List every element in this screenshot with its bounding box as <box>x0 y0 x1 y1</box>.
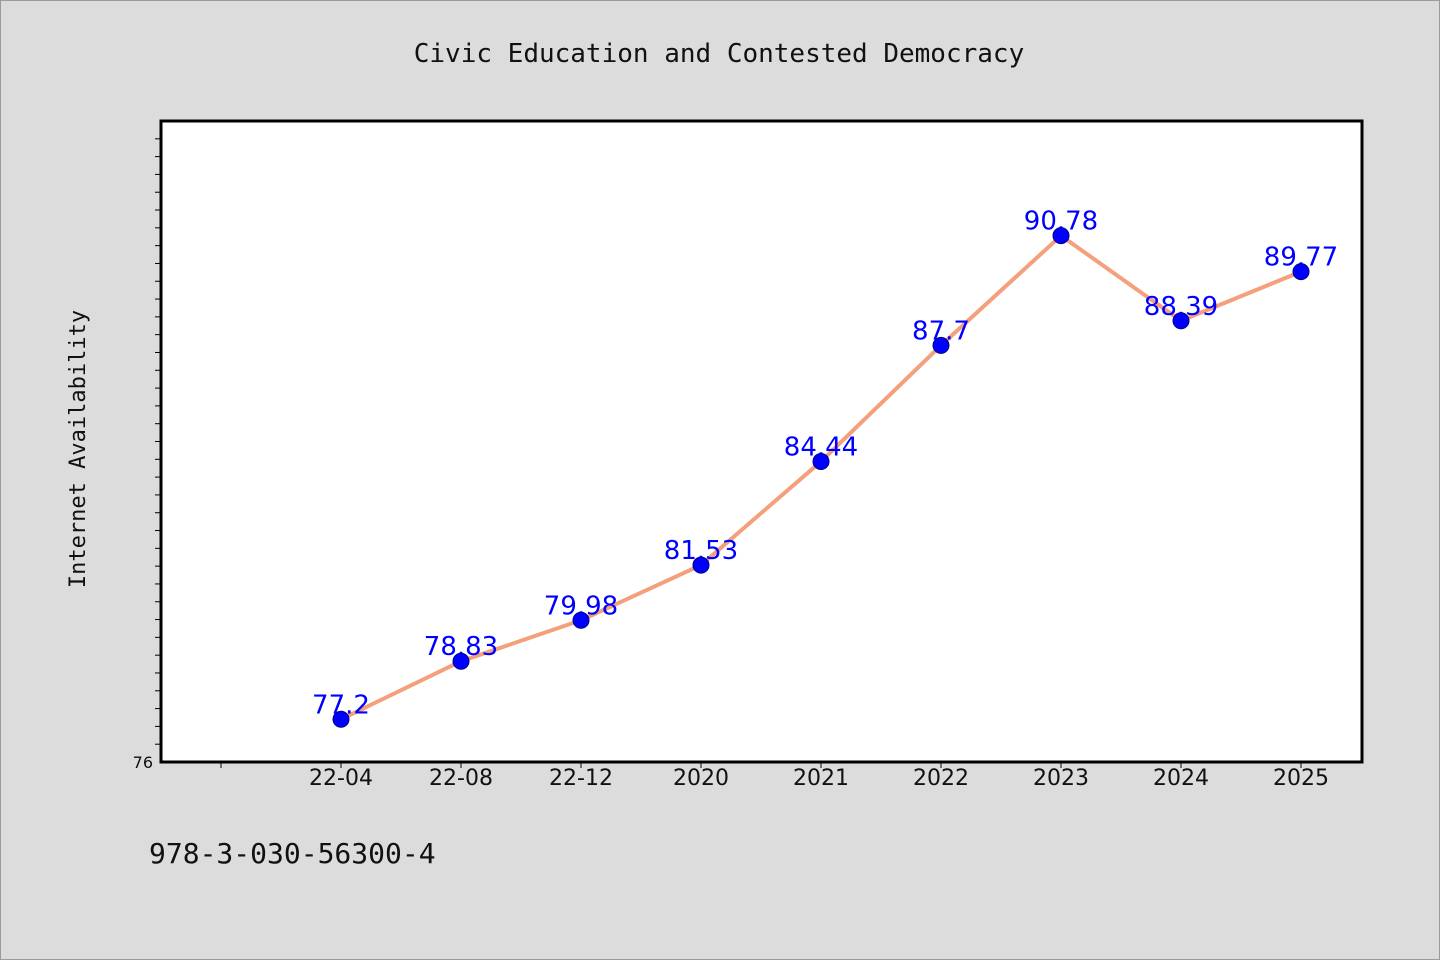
plot-area <box>159 119 1364 764</box>
isbn-footer: 978-3-030-56300-4 <box>149 837 436 870</box>
data-point <box>1292 263 1310 281</box>
series-layer: 77.278.8379.9881.5384.4487.790.7888.3989… <box>312 207 1338 728</box>
y-axis-ticks: 76 <box>133 138 161 772</box>
x-tick-label: 2025 <box>1273 766 1329 791</box>
x-tick-label: 2024 <box>1153 766 1209 791</box>
data-point <box>572 611 590 629</box>
chart-title: Civic Education and Contested Democracy <box>414 39 1024 69</box>
x-tick-label: 2020 <box>673 766 729 791</box>
y-axis-label: Internet Availability <box>66 310 91 588</box>
data-point <box>1052 227 1070 245</box>
x-tick-label: 2023 <box>1033 766 1089 791</box>
x-tick-label: 22-04 <box>309 766 373 791</box>
x-tick-label: 2022 <box>913 766 969 791</box>
x-axis-ticks: 22-04 22-08 22-12 2020 2021 2022 2023 2024 2025 <box>220 762 1329 791</box>
data-point <box>932 336 950 354</box>
data-point <box>332 710 350 728</box>
x-tick-label: 22-12 <box>549 766 613 791</box>
data-point <box>692 556 710 574</box>
data-point <box>452 652 470 670</box>
data-point <box>1172 312 1190 330</box>
y-tick-label: 76 <box>133 753 153 772</box>
x-tick-label: 22-08 <box>429 766 493 791</box>
x-tick-label: 2021 <box>793 766 849 791</box>
data-point <box>812 452 830 470</box>
